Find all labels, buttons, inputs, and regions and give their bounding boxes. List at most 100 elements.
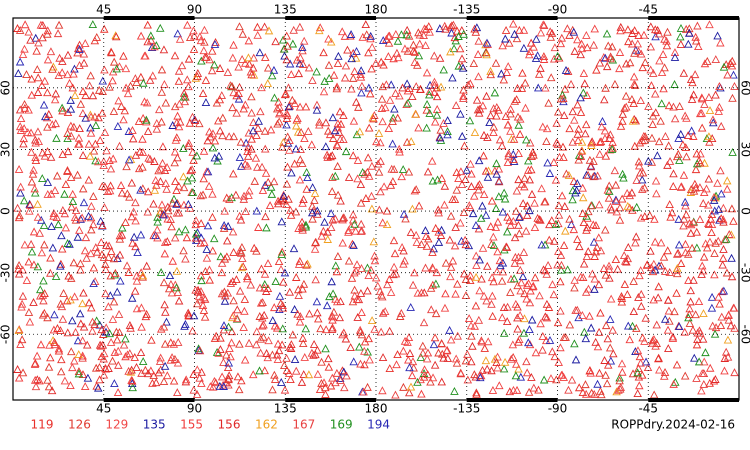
obs-triangle — [38, 148, 47, 157]
obs-triangle — [570, 115, 579, 124]
obs-triangle — [477, 274, 486, 283]
obs-triangle — [542, 137, 551, 146]
obs-triangle — [549, 157, 559, 166]
obs-triangle — [723, 70, 732, 79]
obs-triangle — [189, 370, 198, 378]
obs-triangle — [391, 29, 401, 38]
obs-triangle — [664, 295, 673, 304]
obs-triangle — [356, 66, 366, 75]
obs-triangle — [536, 63, 545, 72]
obs-triangle — [582, 252, 592, 261]
obs-triangle — [103, 187, 113, 196]
obs-triangle — [266, 125, 276, 134]
obs-triangle — [19, 139, 28, 148]
obs-triangle — [114, 360, 123, 369]
obs-triangle — [624, 37, 633, 46]
obs-triangle — [340, 383, 349, 392]
obs-triangle — [722, 176, 732, 185]
obs-triangle — [293, 309, 302, 318]
obs-triangle — [219, 357, 228, 366]
obs-triangle — [350, 285, 359, 294]
obs-triangle — [440, 181, 450, 190]
obs-triangle — [727, 253, 736, 262]
obs-triangle — [709, 195, 719, 204]
obs-triangle — [576, 50, 585, 59]
obs-triangle — [218, 131, 227, 140]
obs-triangle — [173, 358, 183, 367]
obs-triangle — [425, 90, 434, 99]
obs-triangle — [541, 312, 550, 321]
obs-triangle — [452, 26, 462, 35]
obs-triangle — [576, 151, 586, 160]
obs-triangle — [14, 373, 24, 382]
obs-triangle — [468, 209, 478, 218]
obs-triangle — [583, 247, 593, 256]
obs-triangle — [451, 289, 460, 298]
obs-triangle — [474, 108, 484, 117]
obs-triangle — [334, 51, 343, 60]
obs-triangle — [344, 172, 354, 181]
obs-triangle — [260, 126, 270, 135]
obs-triangle — [488, 311, 497, 320]
obs-triangle — [208, 246, 218, 255]
obs-triangle — [454, 174, 463, 182]
obs-triangle — [692, 159, 702, 168]
obs-triangle — [287, 168, 296, 177]
obs-triangle — [189, 311, 199, 320]
obs-triangle — [511, 359, 521, 368]
obs-triangle — [196, 238, 206, 247]
obs-triangle — [615, 215, 625, 224]
obs-triangle — [670, 52, 680, 61]
obs-triangle — [506, 104, 515, 113]
obs-triangle — [204, 181, 214, 190]
obs-triangle — [567, 375, 577, 384]
obs-triangle — [257, 264, 266, 273]
obs-triangle — [310, 196, 319, 204]
obs-triangle — [442, 346, 451, 355]
obs-triangle — [97, 108, 107, 117]
obs-triangle — [95, 136, 105, 144]
obs-triangle — [52, 171, 62, 180]
obs-triangle — [581, 389, 591, 398]
obs-triangle — [676, 24, 686, 32]
obs-triangle — [18, 291, 28, 300]
obs-triangle — [277, 247, 287, 256]
obs-triangle — [326, 223, 336, 231]
obs-triangle — [509, 134, 519, 143]
obs-triangle — [426, 305, 436, 314]
obs-triangle — [582, 91, 592, 99]
obs-triangle — [224, 375, 233, 384]
obs-triangle — [473, 105, 483, 114]
obs-triangle — [423, 167, 433, 176]
obs-triangle — [573, 305, 582, 314]
obs-triangle — [269, 65, 279, 74]
obs-triangle — [681, 201, 690, 210]
obs-triangle — [520, 173, 529, 182]
obs-triangle — [522, 135, 531, 144]
obs-triangle — [319, 48, 328, 57]
obs-triangle — [51, 89, 61, 98]
obs-triangle — [545, 220, 554, 229]
obs-triangle — [711, 55, 721, 63]
obs-triangle — [532, 34, 541, 43]
obs-triangle — [229, 88, 238, 97]
obs-triangle — [436, 82, 446, 91]
obs-triangle — [274, 117, 284, 126]
obs-triangle — [324, 362, 334, 371]
obs-triangle — [121, 334, 130, 343]
obs-triangle — [655, 56, 664, 65]
obs-triangle — [172, 186, 181, 195]
obs-triangle — [38, 20, 48, 29]
obs-triangle — [519, 25, 529, 34]
obs-triangle — [115, 250, 125, 259]
obs-triangle — [225, 195, 234, 203]
obs-triangle — [192, 299, 202, 308]
obs-triangle — [127, 212, 137, 221]
obs-triangle — [96, 341, 106, 350]
obs-triangle — [397, 308, 406, 317]
obs-triangle — [115, 231, 125, 240]
obs-triangle — [294, 291, 303, 299]
obs-triangle — [66, 104, 76, 113]
obs-triangle — [508, 149, 518, 158]
obs-triangle — [569, 225, 579, 234]
